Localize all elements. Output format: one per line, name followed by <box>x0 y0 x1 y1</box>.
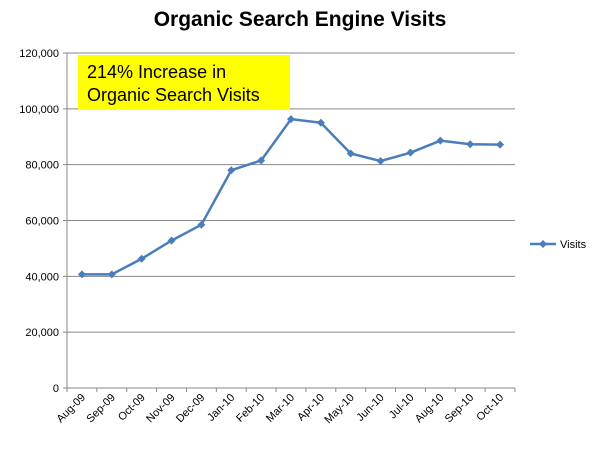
data-point <box>466 140 475 149</box>
y-tick-label: 80,000 <box>25 160 59 172</box>
data-point <box>406 148 415 157</box>
data-point <box>316 118 325 127</box>
x-tick-label: Jan-10 <box>205 392 237 424</box>
annotation-line-1: 214% Increase in <box>87 62 227 82</box>
data-point <box>227 166 236 175</box>
series-line <box>81 117 501 276</box>
data-point <box>376 157 385 166</box>
data-point <box>77 270 86 279</box>
chart-title: Organic Search Engine Visits <box>153 8 447 31</box>
data-point <box>346 149 355 158</box>
x-tick-label: Oct-10 <box>474 392 506 424</box>
data-point <box>167 236 176 245</box>
x-tick-label: Sep-10 <box>443 392 477 426</box>
legend-label: Visits <box>560 239 587 251</box>
y-tick-label: 20,000 <box>25 327 59 339</box>
y-tick-label: 100,000 <box>19 104 59 116</box>
annotation-line-2: Organic Search Visits <box>87 85 260 105</box>
data-point <box>436 136 445 145</box>
data-point <box>137 254 146 263</box>
annotation-callout: 214% Increase in Organic Search Visits <box>78 55 290 110</box>
y-tick-label: 0 <box>53 383 59 395</box>
x-tick-label: Mar-10 <box>264 392 297 425</box>
legend-marker <box>539 240 547 248</box>
x-tick-label: Jun-10 <box>354 392 386 424</box>
x-tick-label: Aug-10 <box>413 392 447 426</box>
x-tick-label: Dec-09 <box>174 392 208 426</box>
x-tick-label: Sep-09 <box>84 392 118 426</box>
y-tick-label: 120,000 <box>19 48 59 60</box>
data-point <box>496 140 505 149</box>
x-tick-label: Nov-09 <box>144 392 178 426</box>
x-tick-label: Oct-09 <box>116 392 148 424</box>
data-point <box>107 270 116 279</box>
data-point <box>287 115 295 124</box>
data-point <box>197 220 206 229</box>
x-tick-label: May-10 <box>322 392 356 426</box>
y-tick-label: 60,000 <box>25 216 59 228</box>
data-point <box>257 156 266 165</box>
x-tick-label: Feb-10 <box>234 392 267 425</box>
y-tick-label: 40,000 <box>25 271 59 283</box>
x-tick-label: Aug-09 <box>54 392 88 426</box>
